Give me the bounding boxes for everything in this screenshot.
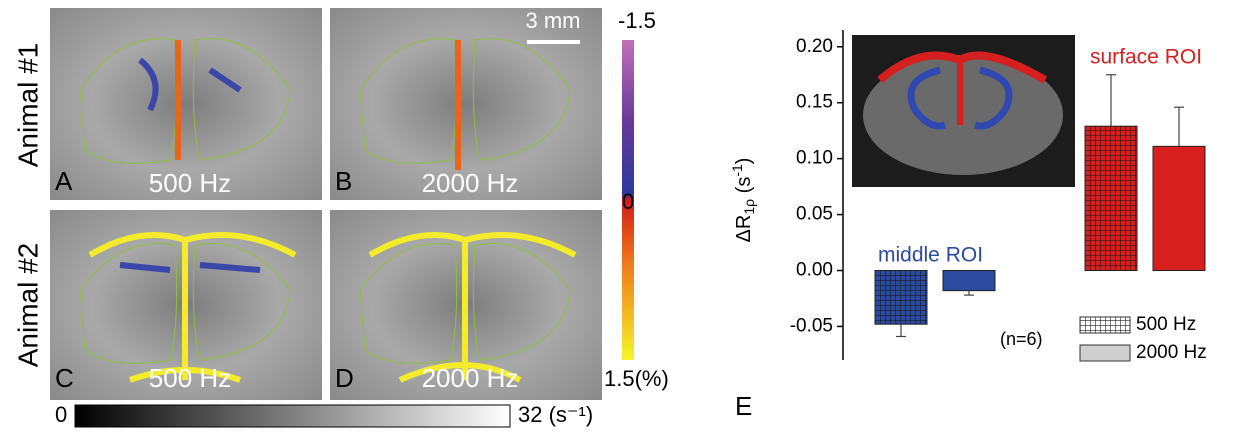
color-bar-label: -1.5: [618, 8, 656, 33]
legend-label: 2000 Hz: [1136, 342, 1207, 363]
y-axis-label: ΔR1ρ (s-1): [729, 158, 757, 243]
bar: [1085, 126, 1137, 270]
scale-bar-label: 3 mm: [526, 8, 581, 33]
y-tick-label: -0.05: [790, 315, 833, 336]
frequency-label: 500 Hz: [149, 168, 231, 198]
frequency-label: 500 Hz: [149, 363, 231, 393]
panel-letter: D: [335, 363, 354, 393]
y-tick-label: 0.20: [796, 36, 833, 57]
bar: [875, 271, 927, 325]
frequency-label: 2000 Hz: [422, 363, 519, 393]
mri-panels: Animal #1 Animal #2 A B C D 500 Hz 2000 …: [12, 8, 668, 427]
color-bar-label: 0: [622, 189, 634, 214]
y-tick-label: 0.00: [796, 260, 833, 281]
y-tick-label: 0.15: [796, 92, 833, 113]
panel-letter: E: [735, 391, 752, 421]
gray-bar-label: 0: [55, 402, 67, 427]
panel-letter: A: [55, 166, 73, 196]
figure: Animal #1 Animal #2 A B C D 500 Hz 2000 …: [0, 0, 1254, 431]
y-label-close: ): [733, 158, 755, 165]
y-tick-label: 0.05: [796, 204, 833, 225]
row-label: Animal #2: [12, 243, 43, 368]
y-label-main: ΔR: [733, 215, 755, 243]
panel-letter: B: [335, 166, 352, 196]
annotation: (n=6): [1000, 329, 1043, 349]
legend-label: 500 Hz: [1136, 314, 1196, 335]
category-label: surface ROI: [1090, 46, 1202, 69]
y-label-sup: -1: [729, 164, 745, 177]
bar: [1153, 146, 1205, 270]
y-label-unit: (s: [733, 177, 755, 199]
color-bar-label: 1.5(%): [604, 366, 669, 391]
inset-image: [852, 35, 1075, 187]
panel-letter: C: [55, 363, 74, 393]
row-label: Animal #1: [12, 43, 43, 168]
frequency-label: 2000 Hz: [422, 168, 519, 198]
y-label-sub: 1ρ: [741, 199, 757, 215]
category-label: middle ROI: [878, 244, 983, 267]
gray-bar-label: 32 (s⁻¹): [518, 402, 593, 427]
bar: [943, 271, 995, 291]
legend-swatch: [1080, 345, 1130, 361]
legend-swatch: [1080, 317, 1130, 333]
y-tick-label: 0.10: [796, 148, 833, 169]
